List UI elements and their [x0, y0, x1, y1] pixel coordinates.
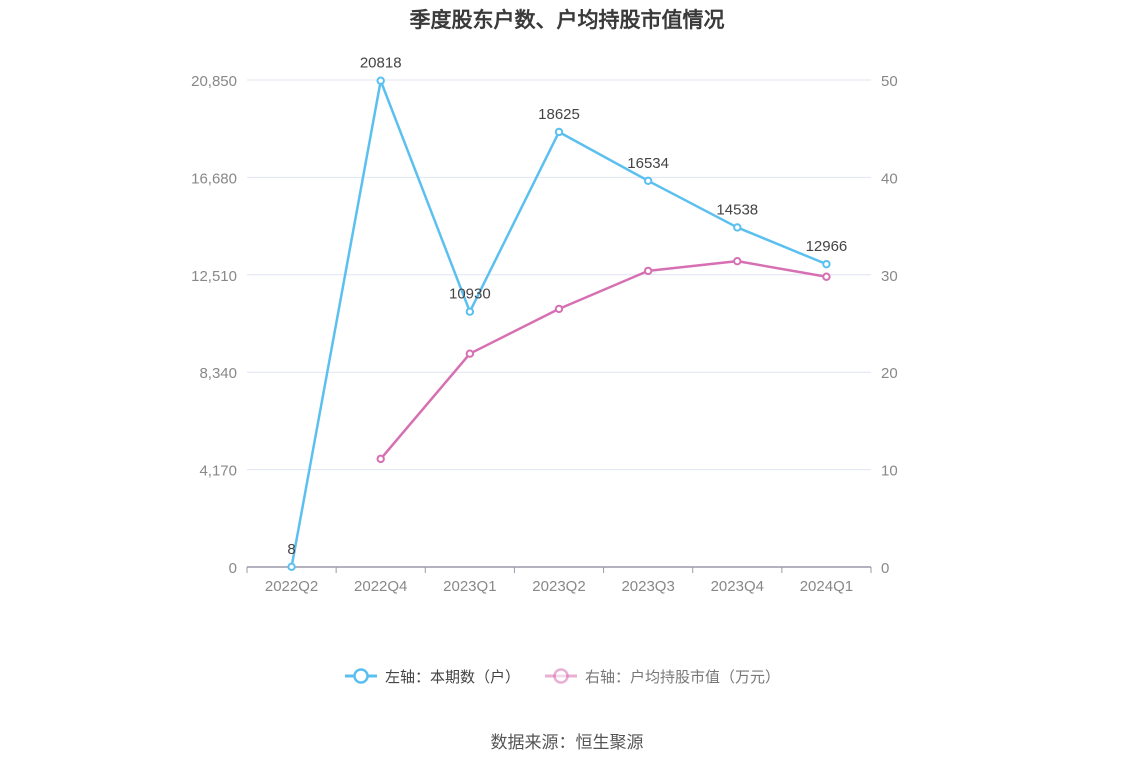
data-point	[822, 272, 831, 281]
left-axis: 0 4,170 8,340 12,510 16,680 20,850	[191, 73, 237, 577]
data-point	[465, 349, 475, 358]
data-point	[733, 256, 742, 266]
legend-item: 右轴：户均持股市值（万元）	[545, 668, 780, 686]
right-tick-label: 30	[881, 268, 898, 285]
right-tick-label: 20	[881, 365, 898, 382]
data-source-note: 数据来源：恒生聚源	[490, 733, 644, 753]
legend-item: 左轴：本期数（户）	[345, 668, 520, 686]
x-tick-label: 2022Q4	[354, 578, 407, 595]
x-tick-label: 2024Q1	[800, 578, 853, 595]
data-label: 12966	[806, 238, 848, 255]
left-tick-label: 0	[229, 560, 237, 577]
data-point	[554, 304, 564, 314]
data-point	[465, 307, 475, 316]
data-point	[554, 127, 564, 137]
left-tick-label: 12,510	[191, 268, 237, 285]
data-point	[733, 223, 742, 232]
grid-lines	[247, 79, 871, 471]
x-tick-label: 2023Q2	[532, 578, 585, 595]
right-tick-label: 40	[881, 170, 898, 187]
left-tick-label: 16,680	[191, 170, 237, 187]
left-tick-label: 4,170	[199, 463, 237, 480]
right-axis: 0 10 20 30 40 50	[881, 73, 898, 577]
data-point	[643, 266, 653, 276]
data-label: 14538	[716, 201, 758, 218]
data-point	[287, 562, 296, 572]
left-tick-label: 8,340	[199, 365, 237, 382]
data-label: 18625	[538, 106, 580, 123]
right-tick-label: 10	[881, 463, 898, 480]
series-1: 8 20818 10930 18625 16534 14538 12966	[287, 55, 848, 572]
x-tick-label: 2023Q3	[621, 578, 674, 595]
data-label: 20818	[360, 55, 402, 72]
legend-marker	[553, 668, 569, 684]
series-layer: 8 20818 10930 18625 16534 14538 12966	[287, 55, 848, 572]
x-tick-label: 2023Q1	[443, 578, 496, 595]
data-point	[822, 259, 831, 269]
legend-marker	[353, 668, 369, 684]
legend-label: 右轴：户均持股市值（万元）	[585, 668, 780, 686]
x-tick-label: 2023Q4	[711, 578, 764, 595]
right-tick-label: 0	[881, 560, 889, 577]
chart-title: 季度股东户数、户均持股市值情况	[409, 8, 725, 32]
series-line	[379, 259, 827, 460]
data-point	[376, 454, 385, 464]
x-axis: 2022Q2 2022Q4 2023Q1 2023Q2 2023Q3 2023Q4 2024…	[246, 566, 872, 595]
series-2	[376, 256, 831, 464]
data-label: 16534	[627, 155, 669, 172]
left-tick-label: 20,850	[191, 73, 237, 90]
legend-label: 左轴：本期数（户）	[385, 668, 520, 686]
right-tick-label: 50	[881, 73, 898, 90]
series-line	[290, 79, 827, 568]
data-label: 10930	[449, 286, 491, 303]
legend: 左轴：本期数（户） 右轴：户均持股市值（万元）	[345, 668, 780, 686]
data-point	[643, 176, 653, 186]
data-point	[376, 76, 385, 85]
data-label: 8	[287, 541, 295, 558]
x-tick-label: 2022Q2	[265, 578, 318, 595]
